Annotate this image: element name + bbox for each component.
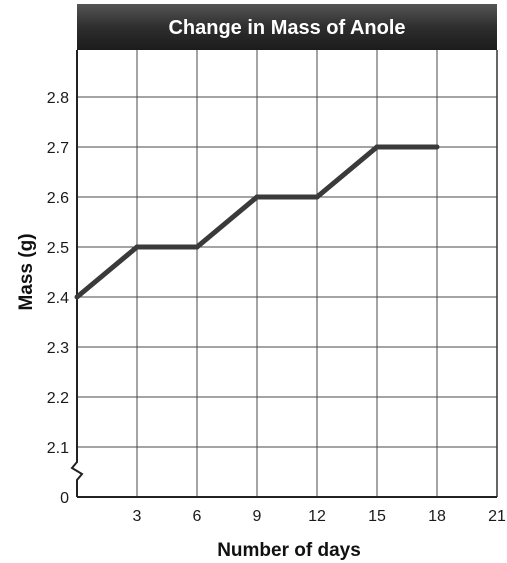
x-tick-label-18: 18	[428, 508, 446, 525]
plot-background	[77, 50, 497, 497]
y-tick-label-2-8: 2.8	[47, 90, 69, 107]
x-axis-title: Number of days	[217, 540, 361, 561]
x-tick-label-15: 15	[368, 508, 386, 525]
x-tick-label-12: 12	[308, 508, 326, 525]
data-point-day-12	[314, 194, 320, 200]
y-tick-label-2-6: 2.6	[47, 190, 69, 207]
chart-title: Change in Mass of Anole	[168, 17, 405, 39]
x-tick-label-3: 3	[133, 508, 142, 525]
data-point-day-18	[434, 144, 440, 150]
x-tick-label-9: 9	[253, 508, 262, 525]
y-tick-label-2-7: 2.7	[47, 140, 69, 157]
y-tick-label-2-5: 2.5	[47, 240, 69, 257]
title-bar-background	[77, 4, 497, 50]
y-tick-label-2-1: 2.1	[47, 440, 69, 457]
plot-area	[77, 50, 497, 497]
data-point-day-0	[74, 294, 80, 300]
x-tick-label-6: 6	[193, 508, 202, 525]
axes	[70, 50, 498, 498]
y-axis-title: Mass (g)	[16, 233, 37, 310]
title-bar: Change in Mass of Anole	[77, 4, 497, 50]
y-tick-label-2-3: 2.3	[47, 340, 69, 357]
y-tick-label-zero: 0	[60, 490, 69, 507]
y-tick-labels: 2.1 2.2 2.3 2.4 2.5 2.6 2.7 2.8 0	[47, 90, 69, 507]
x-tick-label-21: 21	[488, 508, 506, 525]
data-point-day-3	[134, 244, 140, 250]
x-tick-labels: 3 6 9 12 15 18 21	[133, 508, 506, 525]
y-tick-label-2-2: 2.2	[47, 390, 69, 407]
data-point-day-9	[254, 194, 260, 200]
y-axis-line-with-break	[70, 50, 84, 497]
series-layer	[74, 144, 440, 300]
data-point-day-6	[194, 244, 200, 250]
y-tick-label-2-4: 2.4	[47, 290, 69, 307]
data-point-day-15	[374, 144, 380, 150]
